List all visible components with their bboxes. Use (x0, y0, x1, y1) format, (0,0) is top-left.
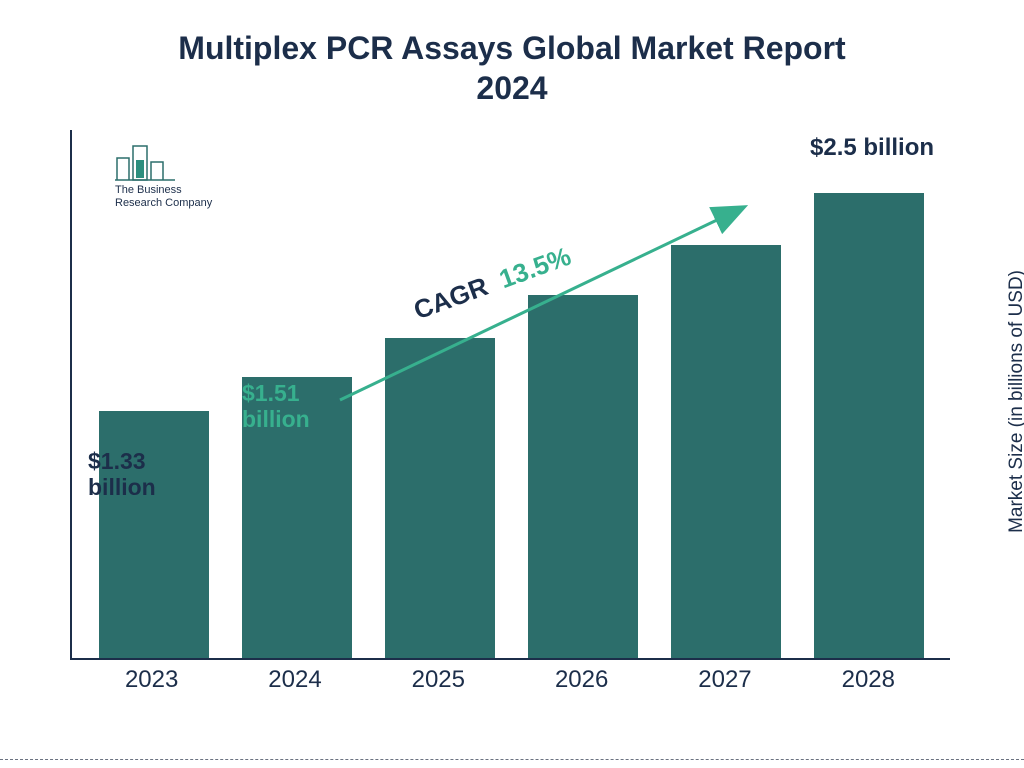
x-axis-labels: 2023 2024 2025 2026 2027 2028 (70, 666, 950, 694)
footer-divider (0, 759, 1024, 760)
bar-slot (380, 338, 500, 658)
value-label: $2.5 billion (810, 134, 934, 162)
plot-area (70, 130, 950, 660)
bar-slot (666, 245, 786, 658)
bar-chart: 2023 2024 2025 2026 2027 2028 (70, 130, 950, 700)
bar (671, 245, 781, 658)
bar (528, 295, 638, 658)
x-tick-label: 2024 (235, 666, 355, 694)
bar (385, 338, 495, 658)
bar-slot (523, 295, 643, 658)
bar (814, 193, 924, 658)
title-line1: Multiplex PCR Assays Global Market Repor… (0, 28, 1024, 68)
bar-slot (809, 193, 929, 658)
title-line2: 2024 (0, 68, 1024, 108)
x-tick-label: 2026 (522, 666, 642, 694)
x-tick-label: 2028 (808, 666, 928, 694)
chart-title: Multiplex PCR Assays Global Market Repor… (0, 0, 1024, 108)
x-tick-label: 2027 (665, 666, 785, 694)
value-label: $1.33billion (88, 448, 156, 501)
bars-container (72, 130, 950, 658)
y-axis-label: Market Size (in billions of USD) (1006, 270, 1024, 533)
value-label: $1.51billion (242, 380, 310, 433)
x-tick-label: 2025 (378, 666, 498, 694)
x-tick-label: 2023 (92, 666, 212, 694)
